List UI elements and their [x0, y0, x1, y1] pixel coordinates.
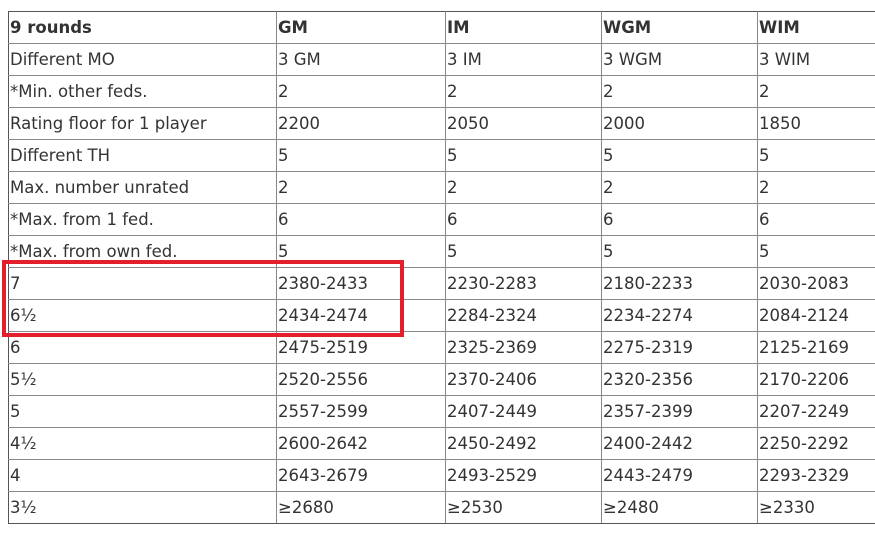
table-cell: 2600-2642: [276, 427, 446, 460]
row-label: Max. number unrated: [8, 171, 277, 204]
table-row: *Min. other feds. 2 2 2 2: [8, 75, 875, 108]
row-label: 6: [8, 331, 277, 364]
table-cell: 6: [601, 203, 758, 236]
table-row: 7 2380-2433 2230-2283 2180-2233 2030-2083: [8, 267, 875, 300]
table-row: Max. number unrated 2 2 2 2: [8, 171, 875, 204]
table-cell: 6: [445, 203, 602, 236]
table-cell: 2380-2433: [276, 267, 446, 300]
table-row: 4½ 2600-2642 2450-2492 2400-2442 2250-2292: [8, 427, 875, 460]
table-cell: 2200: [276, 107, 446, 140]
table-cell: 2275-2319: [601, 331, 758, 364]
table-cell: 2207-2249: [757, 395, 875, 428]
table-row: 5 2557-2599 2407-2449 2357-2399 2207-2249: [8, 395, 875, 428]
table-cell: 5: [757, 235, 875, 268]
table-cell: 2250-2292: [757, 427, 875, 460]
table-cell: ≥2480: [601, 491, 758, 524]
table-cell: 2: [445, 171, 602, 204]
header-rounds: 9 rounds: [8, 11, 277, 44]
table-cell: 5: [276, 235, 446, 268]
table-cell: 2000: [601, 107, 758, 140]
table-cell: 2450-2492: [445, 427, 602, 460]
table-cell: 2: [601, 171, 758, 204]
table-row: 5½ 2520-2556 2370-2406 2320-2356 2170-2206: [8, 363, 875, 396]
table-cell: 2125-2169: [757, 331, 875, 364]
table-cell: 2170-2206: [757, 363, 875, 396]
header-gm: GM: [276, 11, 446, 44]
table-cell: 5: [445, 235, 602, 268]
table-cell: 2557-2599: [276, 395, 446, 428]
table-cell: 2030-2083: [757, 267, 875, 300]
table-cell: 2493-2529: [445, 459, 602, 492]
row-label: 5: [8, 395, 277, 428]
header-wgm: WGM: [601, 11, 758, 44]
row-label: 4: [8, 459, 277, 492]
table-row: Different TH 5 5 5 5: [8, 139, 875, 172]
table-cell: 2: [757, 171, 875, 204]
table-cell: 3 GM: [276, 43, 446, 76]
header-wim: WIM: [757, 11, 875, 44]
table-row: 6½ 2434-2474 2284-2324 2234-2274 2084-2124: [8, 299, 875, 332]
norm-requirements-table: 9 rounds GM IM WGM WIM Different MO 3 GM 3…: [8, 11, 875, 524]
table-cell: 2325-2369: [445, 331, 602, 364]
table-cell: 2230-2283: [445, 267, 602, 300]
table-cell: 5: [445, 139, 602, 172]
table-cell: 2234-2274: [601, 299, 758, 332]
row-label: Different TH: [8, 139, 277, 172]
table-cell: 2357-2399: [601, 395, 758, 428]
table-cell: 2084-2124: [757, 299, 875, 332]
row-label: 6½: [8, 299, 277, 332]
row-label: 5½: [8, 363, 277, 396]
row-label: 7: [8, 267, 277, 300]
table-cell: 2050: [445, 107, 602, 140]
header-im: IM: [445, 11, 602, 44]
row-label: *Min. other feds.: [8, 75, 277, 108]
table-row: 4 2643-2679 2493-2529 2443-2479 2293-2329: [8, 459, 875, 492]
table-cell: 2284-2324: [445, 299, 602, 332]
table-cell: 5: [757, 139, 875, 172]
table-cell: 2407-2449: [445, 395, 602, 428]
row-label: 3½: [8, 491, 277, 524]
table-row: Rating floor for 1 player 2200 2050 2000 185…: [8, 107, 875, 140]
header-row: 9 rounds GM IM WGM WIM: [8, 11, 875, 44]
table-cell: 2475-2519: [276, 331, 446, 364]
table-cell: 2400-2442: [601, 427, 758, 460]
table-cell: 2293-2329: [757, 459, 875, 492]
table-cell: 6: [276, 203, 446, 236]
table-row: 3½ ≥2680 ≥2530 ≥2480 ≥2330: [8, 491, 875, 524]
table-cell: 1850: [757, 107, 875, 140]
table-cell: 2: [757, 75, 875, 108]
table-cell: 2520-2556: [276, 363, 446, 396]
table-row: *Max. from own fed. 5 5 5 5: [8, 235, 875, 268]
row-label: *Max. from 1 fed.: [8, 203, 277, 236]
table-cell: 2: [276, 75, 446, 108]
table-row: 6 2475-2519 2325-2369 2275-2319 2125-2169: [8, 331, 875, 364]
table-cell: 2: [276, 171, 446, 204]
table-cell: 2434-2474: [276, 299, 446, 332]
table-row: *Max. from 1 fed. 6 6 6 6: [8, 203, 875, 236]
row-label: Different MO: [8, 43, 277, 76]
table-cell: 2180-2233: [601, 267, 758, 300]
table-cell: 3 WIM: [757, 43, 875, 76]
table-cell: ≥2680: [276, 491, 446, 524]
row-label: Rating floor for 1 player: [8, 107, 277, 140]
table-cell: 2: [601, 75, 758, 108]
table-cell: ≥2530: [445, 491, 602, 524]
table-row: Different MO 3 GM 3 IM 3 WGM 3 WIM: [8, 43, 875, 76]
table-cell: 2320-2356: [601, 363, 758, 396]
table-cell: 3 WGM: [601, 43, 758, 76]
table-cell: 5: [601, 139, 758, 172]
table-cell: 2443-2479: [601, 459, 758, 492]
table-cell: 6: [757, 203, 875, 236]
row-label: *Max. from own fed.: [8, 235, 277, 268]
table-cell: 2: [445, 75, 602, 108]
row-label: 4½: [8, 427, 277, 460]
table-cell: ≥2330: [757, 491, 875, 524]
table-cell: 2643-2679: [276, 459, 446, 492]
table-cell: 5: [276, 139, 446, 172]
table-cell: 3 IM: [445, 43, 602, 76]
table-cell: 5: [601, 235, 758, 268]
table-cell: 2370-2406: [445, 363, 602, 396]
